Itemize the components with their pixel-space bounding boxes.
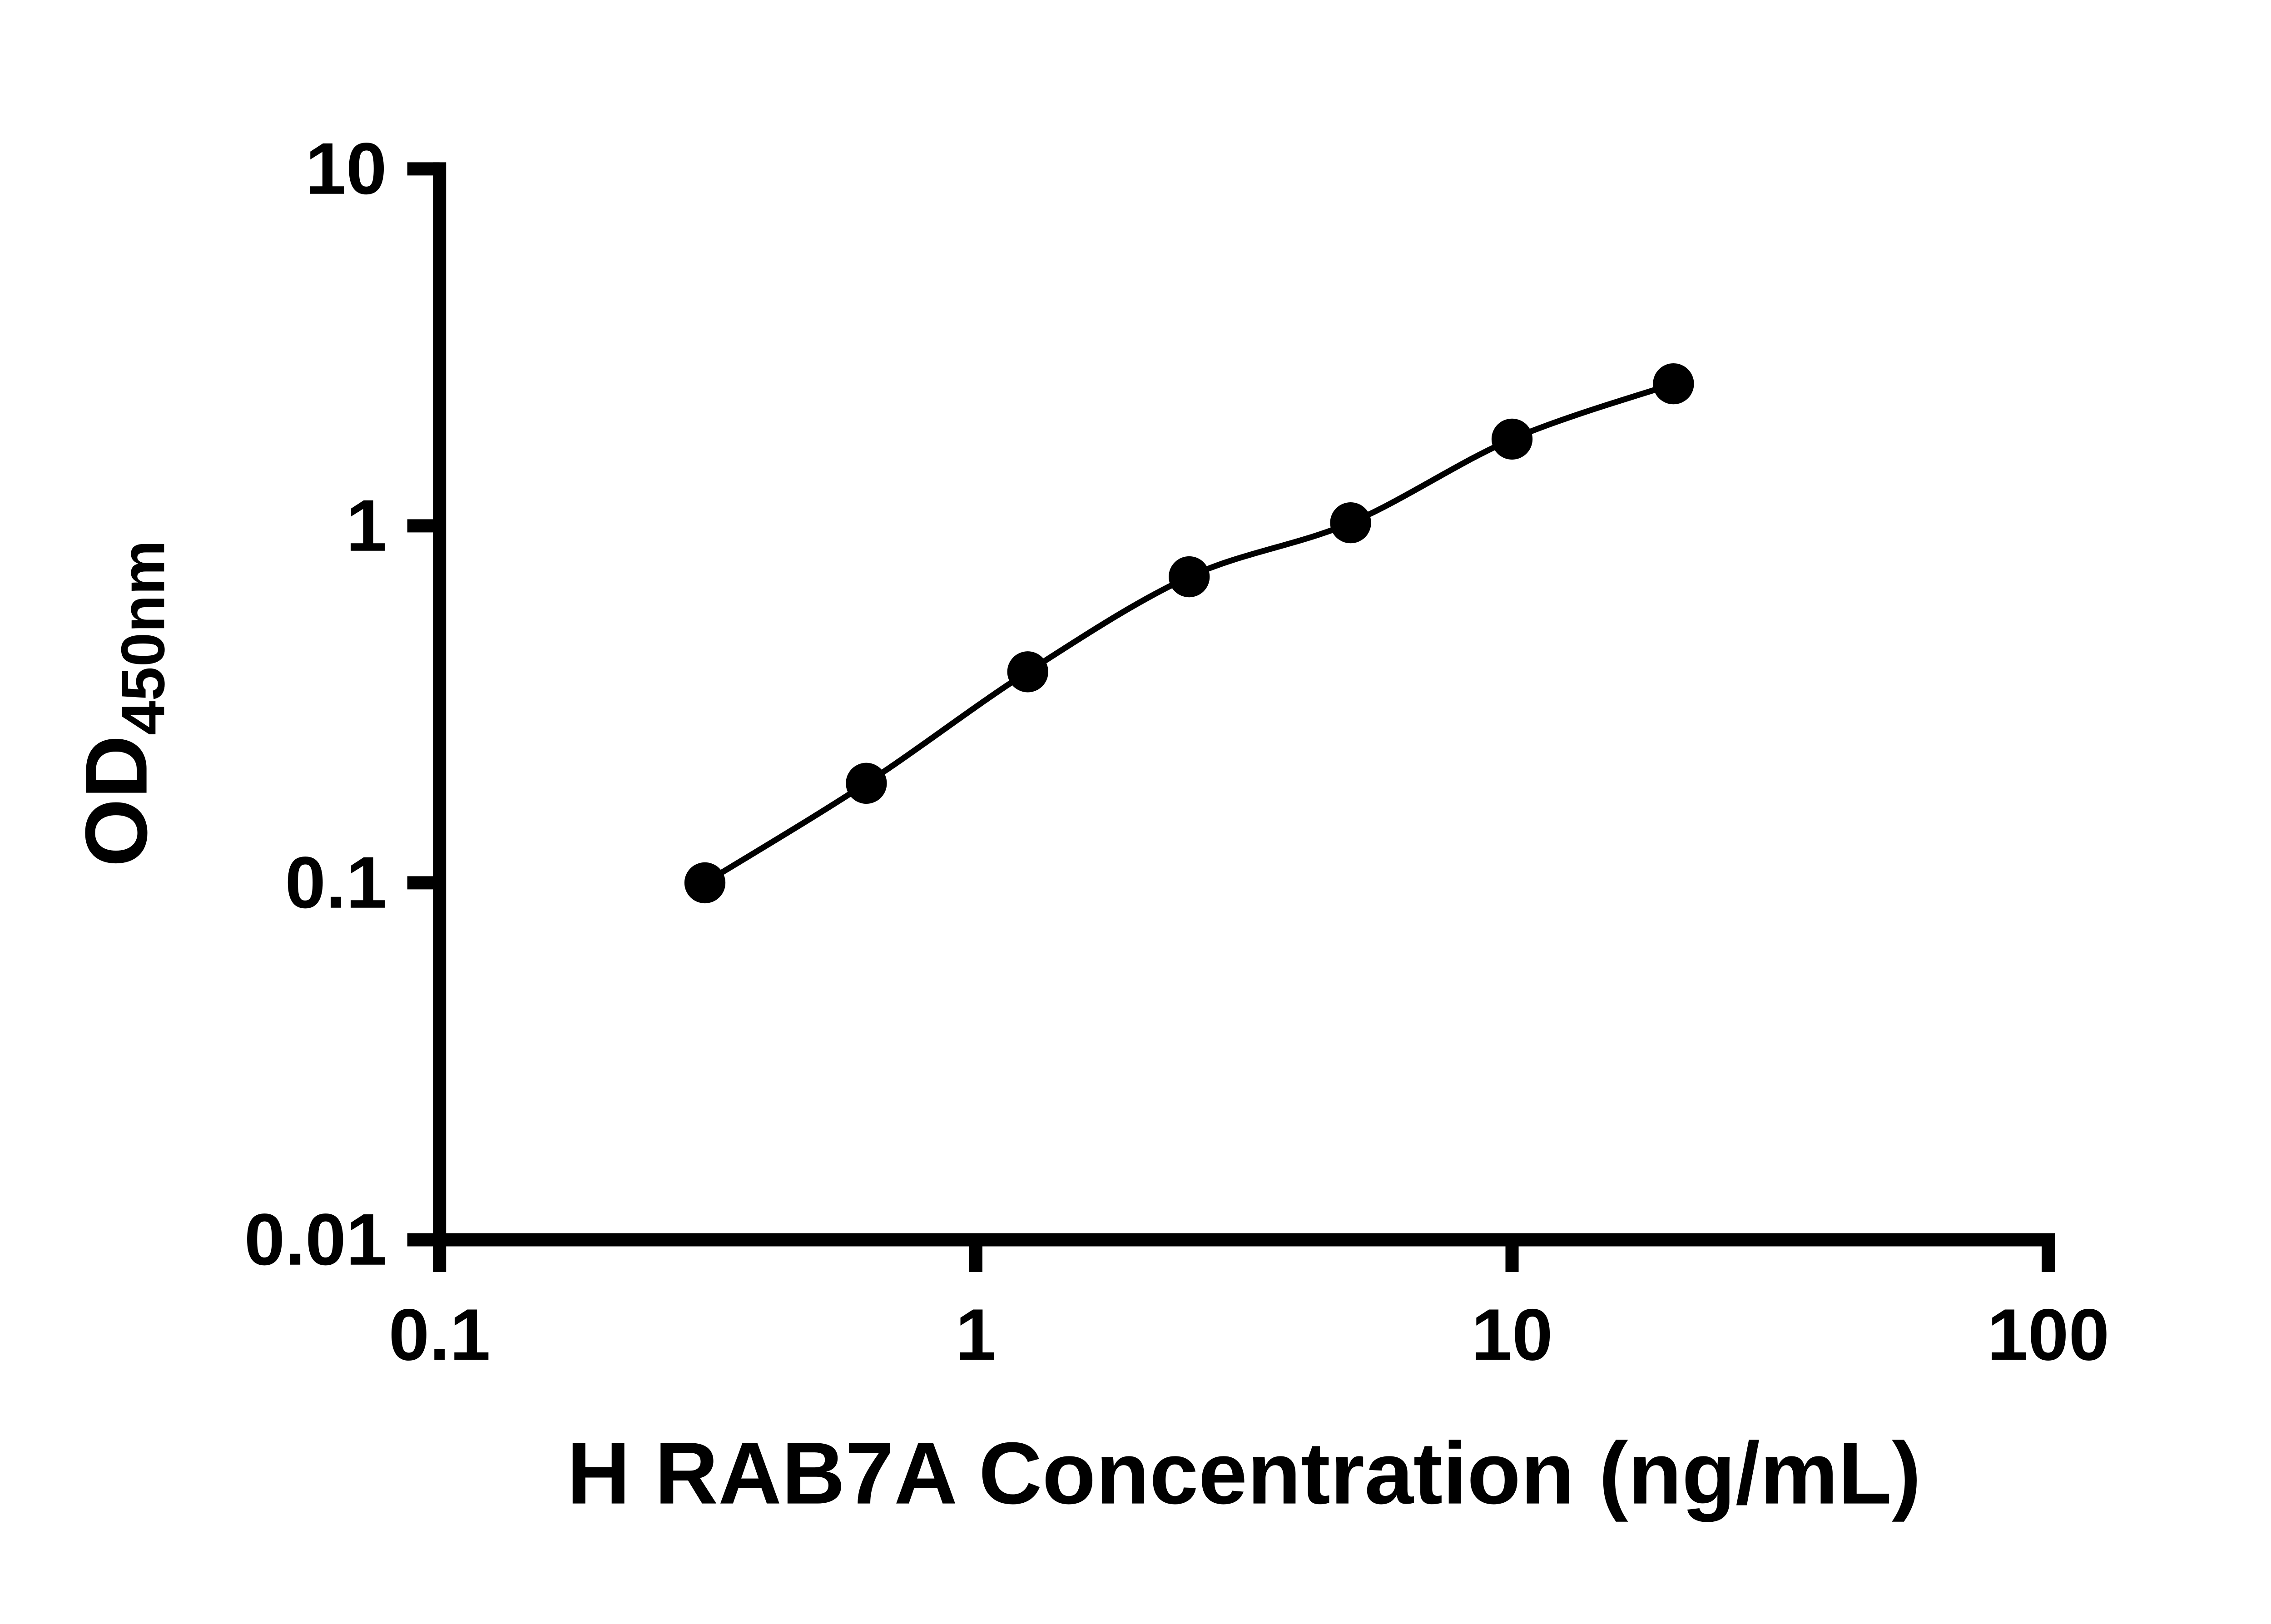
x-tick-label: 100 (1987, 1294, 2109, 1376)
x-tick-label: 1 (956, 1294, 997, 1376)
x-tick-label: 0.1 (389, 1294, 491, 1376)
x-axis-title: H RAB7A Concentration (ng/mL) (567, 1425, 1921, 1523)
y-tick-label: 1 (346, 485, 387, 567)
data-point (1653, 363, 1694, 405)
x-tick-label: 10 (1471, 1294, 1552, 1376)
data-point (684, 862, 726, 904)
data-point (1169, 556, 1210, 598)
y-tick-label: 0.1 (285, 842, 387, 924)
fit-curve (703, 381, 1675, 886)
data-point (1330, 502, 1371, 544)
data-point (846, 762, 887, 804)
y-axis-title-subscript: 450nm (108, 540, 177, 735)
data-point (1491, 418, 1533, 460)
y-axis-title: OD450nm (68, 540, 178, 867)
y-tick-label: 0.01 (244, 1199, 387, 1281)
y-tick-label: 10 (305, 128, 387, 210)
y-axis-title-main: OD (68, 735, 166, 867)
data-point (1007, 651, 1048, 693)
